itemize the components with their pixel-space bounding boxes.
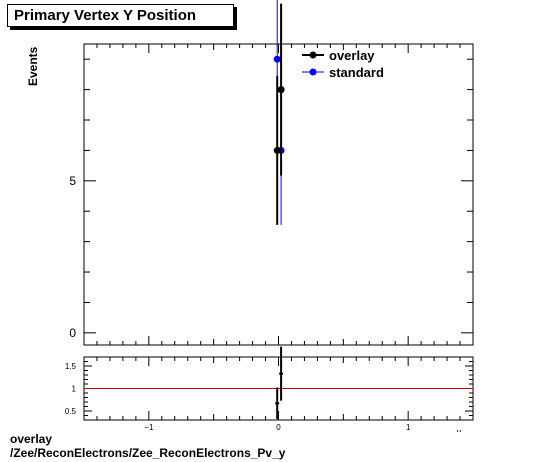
- legend-marker-overlay: [309, 51, 317, 59]
- legend-label-standard: standard: [329, 65, 384, 80]
- chart-title: Primary Vertex Y Position: [14, 7, 197, 24]
- ratio-y-tick-label: 0.5: [65, 407, 77, 416]
- legend-marker-standard: [309, 68, 317, 76]
- x-tick-label: 1: [406, 423, 411, 432]
- x-axis-label: y: [457, 427, 462, 432]
- main-plot: 0 5 overlay standard: [69, 0, 474, 346]
- x-tick-label: 0: [276, 423, 281, 432]
- x-tick-label: −1: [144, 423, 154, 432]
- footer-path: /Zee/ReconElectrons/Zee_ReconElectrons_P…: [10, 446, 286, 460]
- footer-dataset: overlay: [10, 432, 53, 446]
- ratio-plot: −1 0 1 0.5 1 1.5: [65, 346, 474, 432]
- ratio-y-tick-label: 1: [72, 385, 77, 394]
- ratio-y-tick-label: 1.5: [65, 362, 77, 371]
- overlay-point: [273, 146, 281, 154]
- chart-title-box: Primary Vertex Y Position: [7, 4, 234, 27]
- legend-label-overlay: overlay: [329, 48, 375, 63]
- y-tick-label: 0: [69, 326, 76, 340]
- chart-canvas: 0 5 overlay standard −1 0 1 0.5 1 1.5 Events y: [26, 0, 474, 432]
- y-axis-label: Events: [26, 46, 40, 86]
- footer: overlay /Zee/ReconElectrons/Zee_ReconEle…: [10, 432, 285, 460]
- overlay-point: [277, 86, 285, 94]
- y-tick-label: 5: [69, 174, 76, 188]
- standard-point: [273, 55, 281, 63]
